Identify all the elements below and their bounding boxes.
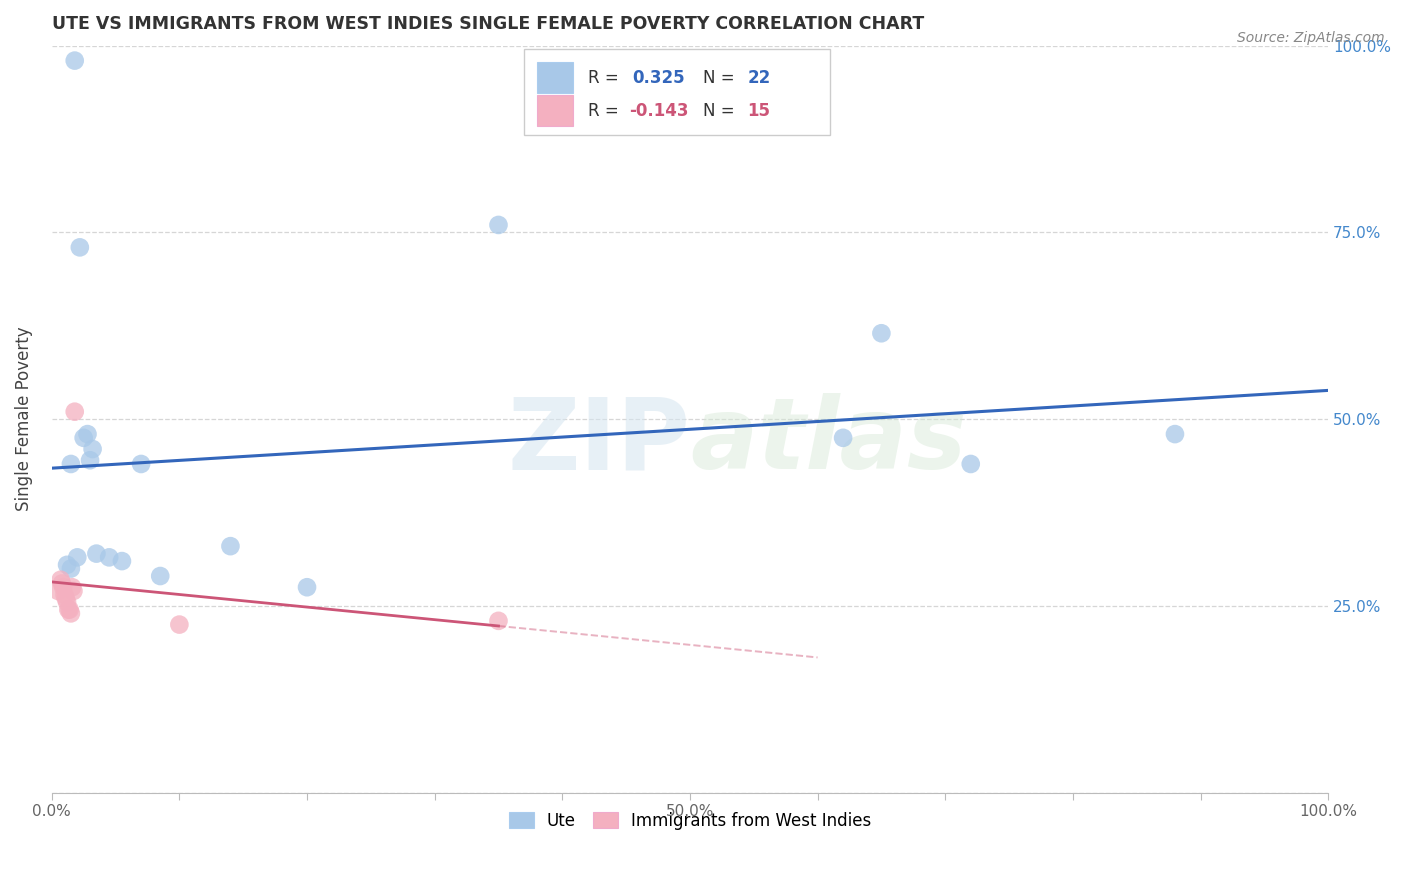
Text: 15: 15 <box>748 102 770 120</box>
Point <box>488 218 510 232</box>
Point <box>51 576 73 591</box>
FancyBboxPatch shape <box>524 49 831 136</box>
Point <box>149 569 172 583</box>
Text: UTE VS IMMIGRANTS FROM WEST INDIES SINGLE FEMALE POVERTY CORRELATION CHART: UTE VS IMMIGRANTS FROM WEST INDIES SINGL… <box>52 15 924 33</box>
Point <box>169 617 191 632</box>
Point <box>55 591 77 606</box>
Text: 22: 22 <box>748 69 770 87</box>
Point <box>832 431 855 445</box>
Y-axis label: Single Female Poverty: Single Female Poverty <box>15 326 32 511</box>
Point <box>295 580 318 594</box>
Text: R =: R = <box>588 69 624 87</box>
Point <box>219 539 242 553</box>
Point <box>59 607 82 621</box>
Point <box>58 602 80 616</box>
Point <box>870 326 893 341</box>
Text: ZIP: ZIP <box>508 393 690 490</box>
Text: -0.143: -0.143 <box>628 102 688 120</box>
Point <box>959 457 981 471</box>
Point <box>79 453 101 467</box>
Text: N =: N = <box>703 102 740 120</box>
Point <box>60 580 83 594</box>
Point <box>66 550 89 565</box>
Text: atlas: atlas <box>690 393 966 490</box>
Point <box>488 614 510 628</box>
Point <box>111 554 134 568</box>
Point <box>53 588 76 602</box>
Point <box>59 457 82 471</box>
Point <box>73 431 96 445</box>
Point <box>56 558 79 572</box>
Point <box>49 573 72 587</box>
Point <box>69 240 91 254</box>
Point <box>59 602 82 616</box>
Point <box>1164 427 1187 442</box>
Point <box>86 547 108 561</box>
Point <box>62 584 84 599</box>
Point <box>46 584 69 599</box>
FancyBboxPatch shape <box>537 95 572 127</box>
Point <box>59 561 82 575</box>
FancyBboxPatch shape <box>537 62 572 94</box>
Point <box>52 580 75 594</box>
Point <box>63 405 86 419</box>
Text: R =: R = <box>588 102 624 120</box>
Point <box>76 427 98 442</box>
Point <box>129 457 152 471</box>
Point <box>63 54 86 68</box>
Text: 0.325: 0.325 <box>633 69 685 87</box>
Legend: Ute, Immigrants from West Indies: Ute, Immigrants from West Indies <box>502 805 877 837</box>
Point <box>98 550 121 565</box>
Text: Source: ZipAtlas.com: Source: ZipAtlas.com <box>1237 31 1385 45</box>
Point <box>82 442 104 456</box>
Point <box>56 595 79 609</box>
Text: N =: N = <box>703 69 740 87</box>
